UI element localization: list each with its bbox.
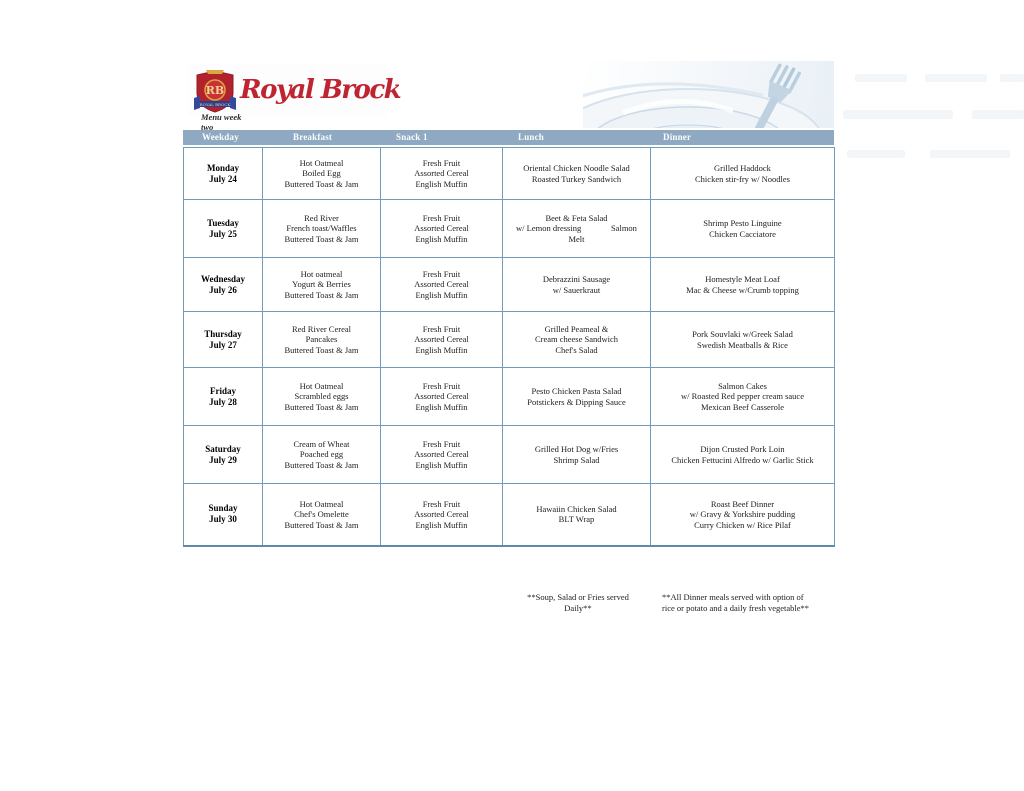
photo-streak	[1000, 74, 1024, 82]
column-header-snack: Snack 1	[396, 132, 428, 142]
dinner-option-note: **All Dinner meals served with option of…	[662, 592, 810, 613]
table-row: Friday July 28 Hot Oatmeal Scrambled egg…	[183, 367, 835, 426]
svg-text:ROYAL BROCK: ROYAL BROCK	[200, 102, 232, 107]
breakfast-cell: Red River French toast/Waffles Buttered …	[262, 199, 381, 258]
day-cell: Tuesday July 25	[183, 199, 263, 258]
weekly-menu-table: Weekday Breakfast Snack 1 Lunch Dinner M…	[183, 130, 835, 547]
dinner-cell: Pork Souvlaki w/Greek Salad Swedish Meat…	[650, 311, 835, 368]
table-row: Thursday July 27 Red River Cereal Pancak…	[183, 311, 835, 368]
lunch-cell: Hawaiin Chicken Salad BLT Wrap	[502, 483, 651, 546]
lunch-cell: Grilled Peameal & Cream cheese Sandwich …	[502, 311, 651, 368]
fork-icon	[751, 63, 802, 128]
brand-name: Royal Brock	[240, 75, 402, 105]
day-cell: Monday July 24	[183, 147, 263, 200]
table-row: Wednesday July 26 Hot oatmeal Yogurt & B…	[183, 257, 835, 312]
table-row: Tuesday July 25 Red River French toast/W…	[183, 199, 835, 258]
breakfast-cell: Hot Oatmeal Scrambled eggs Buttered Toas…	[262, 367, 381, 426]
day-cell: Wednesday July 26	[183, 257, 263, 312]
breakfast-cell: Cream of Wheat Poached egg Buttered Toas…	[262, 425, 381, 484]
column-header-dinner: Dinner	[663, 132, 692, 142]
snack-cell: Fresh Fruit Assorted Cereal English Muff…	[380, 483, 503, 546]
photo-streak	[972, 110, 1024, 119]
snack-cell: Fresh Fruit Assorted Cereal English Muff…	[380, 147, 503, 200]
plate-fork-illustration	[583, 63, 820, 128]
day-cell: Sunday July 30	[183, 483, 263, 546]
lunch-cell: Debrazzini Sausage w/ Sauerkraut	[502, 257, 651, 312]
photo-streak	[855, 74, 907, 82]
column-header-lunch: Lunch	[518, 132, 545, 142]
lunch-cell: Grilled Hot Dog w/Fries Shrimp Salad	[502, 425, 651, 484]
lunch-cell: Beet & Feta Salad w/ Lemon dressing Salm…	[502, 199, 651, 258]
menu-grid: Monday July 24 Hot Oatmeal Boiled Egg Bu…	[183, 147, 835, 547]
lunch-cell: Oriental Chicken Noodle Salad Roasted Tu…	[502, 147, 651, 200]
dinner-cell: Grilled Haddock Chicken stir-fry w/ Nood…	[650, 147, 835, 200]
dinner-cell: Dijon Crusted Pork Loin Chicken Fettucin…	[650, 425, 835, 484]
plate-fork-photo	[583, 61, 834, 128]
dinner-cell: Salmon Cakes w/ Roasted Red pepper cream…	[650, 367, 835, 426]
crest-icon: RB ROYAL BROCK	[194, 70, 236, 113]
snack-cell: Fresh Fruit Assorted Cereal English Muff…	[380, 367, 503, 426]
table-row: Saturday July 29 Cream of Wheat Poached …	[183, 425, 835, 484]
snack-cell: Fresh Fruit Assorted Cereal English Muff…	[380, 199, 503, 258]
column-header-breakfast: Breakfast	[293, 132, 333, 142]
logo: RB ROYAL BROCK Royal Brock	[188, 64, 402, 116]
dinner-cell: Shrimp Pesto Linguine Chicken Cacciatore	[650, 199, 835, 258]
dinner-cell: Homestyle Meat Loaf Mac & Cheese w/Crumb…	[650, 257, 835, 312]
breakfast-cell: Hot Oatmeal Boiled Egg Buttered Toast & …	[262, 147, 381, 200]
day-cell: Saturday July 29	[183, 425, 263, 484]
breakfast-cell: Red River Cereal Pancakes Buttered Toast…	[262, 311, 381, 368]
day-cell: Friday July 28	[183, 367, 263, 426]
breakfast-cell: Hot oatmeal Yogurt & Berries Buttered To…	[262, 257, 381, 312]
day-cell: Thursday July 27	[183, 311, 263, 368]
photo-streak	[847, 150, 905, 158]
photo-streak	[930, 150, 1010, 158]
column-header-weekday: Weekday	[202, 132, 239, 142]
photo-streak	[843, 110, 953, 119]
table-row: Sunday July 30 Hot Oatmeal Chef's Omelet…	[183, 483, 835, 546]
menu-week-subtitle: Menu week two	[201, 112, 242, 132]
snack-cell: Fresh Fruit Assorted Cereal English Muff…	[380, 311, 503, 368]
table-header-row: Weekday Breakfast Snack 1 Lunch Dinner	[183, 130, 834, 145]
lunch-cell: Pesto Chicken Pasta Salad Potstickers & …	[502, 367, 651, 426]
photo-streak	[925, 74, 987, 82]
daily-sides-note: **Soup, Salad or Fries served Daily**	[527, 592, 629, 613]
breakfast-cell: Hot Oatmeal Chef's Omelette Buttered Toa…	[262, 483, 381, 546]
dinner-cell: Roast Beef Dinner w/ Gravy & Yorkshire p…	[650, 483, 835, 546]
table-row: Monday July 24 Hot Oatmeal Boiled Egg Bu…	[183, 147, 835, 200]
svg-text:RB: RB	[206, 84, 224, 97]
snack-cell: Fresh Fruit Assorted Cereal English Muff…	[380, 425, 503, 484]
snack-cell: Fresh Fruit Assorted Cereal English Muff…	[380, 257, 503, 312]
